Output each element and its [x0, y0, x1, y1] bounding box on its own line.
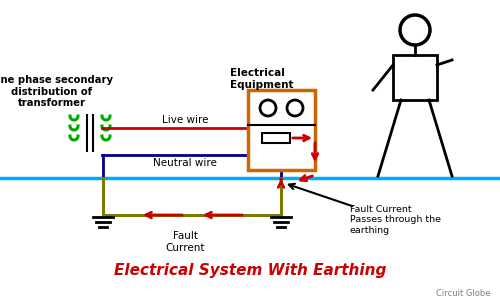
Text: Live wire: Live wire [162, 115, 208, 125]
Bar [248, 90, 315, 170]
Bar [262, 133, 290, 143]
Text: Fault
Current: Fault Current [165, 231, 205, 253]
Text: Electrical
Equipment: Electrical Equipment [230, 68, 294, 90]
Text: Electrical System With Earthing: Electrical System With Earthing [114, 262, 386, 278]
Bar [393, 55, 437, 100]
Text: Neutral wire: Neutral wire [153, 158, 217, 168]
Text: Fault Current
Passes through the
earthing: Fault Current Passes through the earthin… [350, 205, 441, 235]
Text: Circuit Globe: Circuit Globe [436, 288, 490, 297]
Text: One phase secondary
distribution of
transformer: One phase secondary distribution of tran… [0, 75, 112, 108]
